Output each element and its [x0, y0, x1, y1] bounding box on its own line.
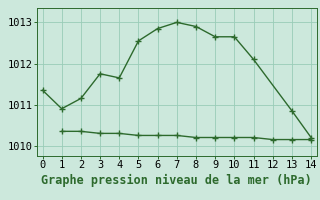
X-axis label: Graphe pression niveau de la mer (hPa): Graphe pression niveau de la mer (hPa) [41, 174, 312, 187]
